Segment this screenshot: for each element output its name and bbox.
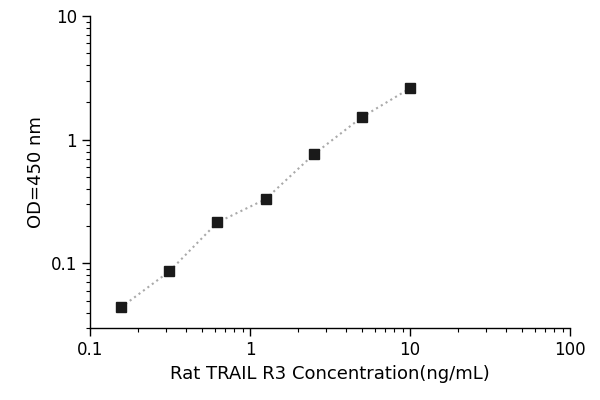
X-axis label: Rat TRAIL R3 Concentration(ng/mL): Rat TRAIL R3 Concentration(ng/mL) [170,365,490,383]
Y-axis label: OD=450 nm: OD=450 nm [27,116,45,228]
